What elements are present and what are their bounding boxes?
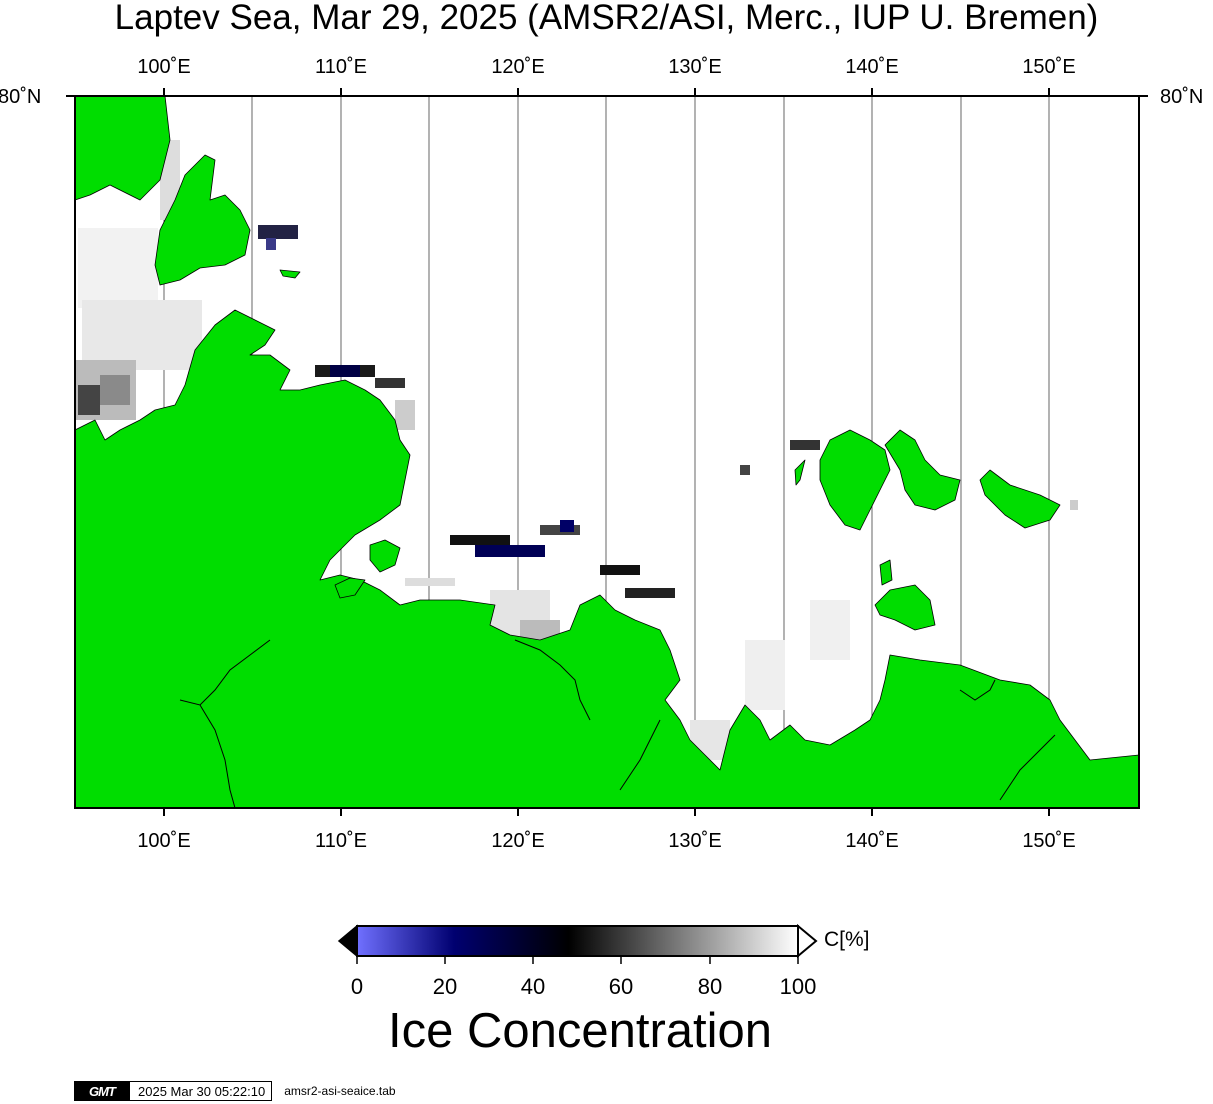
lon-label-top-140: 140˚E (845, 56, 899, 78)
filename: amsr2-asi-seaice.tab (284, 1084, 396, 1098)
frame-ticks (66, 88, 1148, 816)
colorbar-tick-20: 20 (432, 974, 458, 999)
map-frame (74, 95, 1140, 809)
ice-patches (76, 140, 1078, 760)
colorbar-tick-40: 40 (520, 974, 546, 999)
rivers (179, 639, 1056, 808)
lon-label-bottom-100: 100˚E (137, 830, 191, 852)
lon-label-top-100: 100˚E (137, 56, 191, 78)
lat-label-left: 80˚N (0, 86, 42, 108)
footer: GMT 2025 Mar 30 05:22:10 amsr2-asi-seaic… (74, 1080, 396, 1102)
lon-label-top-130: 130˚E (668, 56, 722, 78)
timestamp: 2025 Mar 30 05:22:10 (130, 1081, 273, 1101)
lon-label-top-110: 110˚E (315, 56, 367, 78)
lon-label-bottom-130: 130˚E (668, 830, 722, 852)
lon-label-top-120: 120˚E (491, 56, 545, 78)
colorbar-unit: C[%] (824, 928, 870, 951)
colorbar-title: Ice Concentration (387, 1004, 773, 1058)
map-title: Laptev Sea, Mar 29, 2025 (AMSR2/ASI, Mer… (114, 0, 1099, 37)
lat-label-right: 80˚N (1160, 86, 1204, 108)
lon-label-bottom-140: 140˚E (845, 830, 899, 852)
lon-label-bottom-120: 120˚E (491, 830, 545, 852)
colorbar-tick-100: 100 (779, 974, 817, 999)
land (75, 96, 1139, 808)
colorbar (337, 923, 818, 964)
colorbar-tick-0: 0 (350, 974, 364, 999)
lon-label-bottom-150: 150˚E (1022, 830, 1076, 852)
colorbar-tick-80: 80 (697, 974, 723, 999)
lon-label-bottom-110: 110˚E (315, 830, 367, 852)
lon-label-top-150: 150˚E (1022, 56, 1076, 78)
gmt-logo: GMT (74, 1081, 130, 1101)
colorbar-tick-60: 60 (608, 974, 634, 999)
